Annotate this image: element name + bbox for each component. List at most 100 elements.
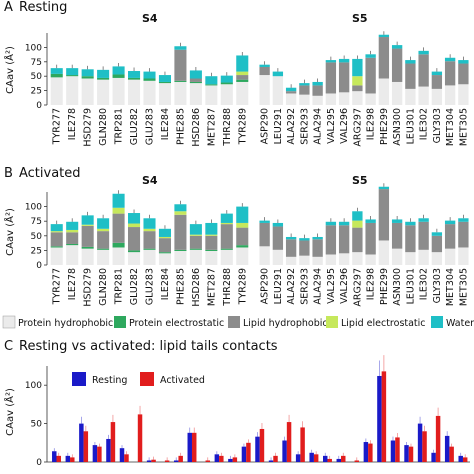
stack-bar-segment (444, 248, 456, 265)
stack-bar-segment (272, 76, 284, 105)
x-tick-label: ASN300 (392, 268, 403, 306)
x-tick-label: HSD286 (191, 268, 202, 307)
x-tick-label: SER293 (299, 268, 310, 305)
stack-bar-segment (220, 248, 233, 250)
stack-bar-segment (174, 49, 187, 81)
stack-bar-segment (81, 78, 94, 105)
activated-bar (246, 442, 251, 462)
x-tick-label: MET304 (445, 268, 456, 306)
stack-bar-segment (205, 250, 218, 265)
activated-bar (97, 446, 102, 462)
stack-bar-segment (352, 91, 363, 105)
stack-bar-segment (143, 71, 156, 79)
stack-bar-segment (50, 68, 63, 74)
activated-bar (56, 455, 61, 462)
stack-bar-segment (272, 71, 284, 77)
panel-a-s5: S5 (352, 12, 368, 25)
activated-bar (341, 455, 346, 462)
stack-bar-segment (189, 234, 202, 236)
stack-bar-segment (285, 91, 297, 94)
stack-bar-segment (352, 220, 363, 228)
stack-bar-segment (444, 220, 456, 225)
resting-bar (323, 455, 328, 462)
stack-bar-segment (418, 50, 429, 55)
stack-bar-segment (418, 249, 429, 265)
stack-bar-segment (66, 245, 79, 265)
resting-bar (92, 445, 98, 462)
stack-bar-segment (338, 225, 350, 254)
stack-bar-segment (365, 219, 376, 223)
stack-bar-segment (66, 232, 79, 244)
stack-bar-segment (325, 60, 337, 63)
stack-bar-segment (365, 54, 376, 58)
x-tick-label: ILE298 (366, 108, 377, 140)
stack-bar-segment (391, 45, 403, 49)
activated-bar (300, 427, 305, 462)
stack-bar-segment (128, 252, 141, 265)
stack-bar-segment (128, 77, 141, 80)
stack-bar-segment (325, 221, 337, 226)
y-tick-label: 25 (31, 87, 42, 97)
stack-bar-segment (189, 248, 202, 250)
activated-bar (462, 457, 468, 462)
activated-bar (435, 415, 441, 462)
stack-bar-segment (128, 227, 141, 251)
legend-text-activated: Activated (160, 375, 205, 386)
stack-bar-segment (205, 235, 218, 250)
stack-bar-segment (66, 75, 79, 77)
stack-bar-segment (81, 69, 94, 77)
stack-bar-segment (259, 222, 270, 247)
y-tick-label: 75 (31, 217, 42, 227)
stack-bar-segment (97, 77, 110, 80)
stack-bar-segment (50, 73, 63, 78)
x-tick-label: ARG297 (352, 108, 363, 147)
x-tick-label: VAL296 (339, 108, 350, 144)
stack-bar-segment (458, 84, 469, 105)
activated-bar (110, 422, 116, 462)
stack-bar-segment (189, 81, 202, 84)
y-tick-label: 50 (31, 232, 43, 242)
x-tick-label: ILE278 (67, 108, 78, 140)
activated-bar (178, 455, 183, 462)
stack-bar-segment (174, 81, 187, 105)
activated-bar (70, 457, 75, 462)
x-tick-label: ILE278 (67, 268, 78, 300)
activated-bar (368, 443, 373, 462)
activated-bar (408, 446, 414, 462)
stack-bar-segment (97, 231, 110, 249)
stack-bar-segment (81, 248, 94, 265)
stack-bar-segment (128, 79, 141, 105)
activated-bar (354, 460, 360, 462)
stack-bar-segment (285, 256, 297, 265)
resting-bar (106, 438, 111, 462)
stack-bar-segment (50, 77, 63, 105)
y-tick-label: 25 (31, 246, 42, 256)
panel-a-ylabel: CAav (Å²) (3, 46, 16, 94)
x-tick-label: LEU291 (273, 268, 284, 304)
y-tick-label: 0 (36, 261, 42, 271)
stack-bar-segment (272, 249, 284, 265)
stack-bar-segment (312, 85, 323, 96)
stack-bar-segment (236, 81, 249, 105)
resting-bar (336, 458, 342, 462)
activated-bar (219, 455, 224, 462)
stack-bar-segment (458, 63, 469, 85)
x-tick-label: MET287 (206, 108, 217, 146)
stack-bar-segment (50, 232, 63, 247)
stack-bar-segment (391, 81, 403, 105)
x-tick-label: ILE284 (160, 108, 171, 140)
stack-bar-segment (338, 62, 350, 93)
stack-bar-segment (431, 71, 443, 76)
stack-bar-segment (378, 186, 390, 190)
stack-bar-segment (405, 225, 416, 253)
stack-bar-segment (378, 34, 390, 38)
stack-bar-segment (431, 75, 443, 89)
resting-bar (377, 375, 382, 462)
y-tick-label: 0 (36, 458, 42, 468)
y-tick-label: 75 (31, 58, 42, 68)
legend-swatch-protein-electrostatic (114, 316, 126, 328)
stack-bar-segment (174, 80, 187, 82)
x-tick-label: ARG297 (352, 268, 363, 307)
stack-bar-segment (112, 74, 125, 78)
activated-bar (164, 460, 170, 462)
